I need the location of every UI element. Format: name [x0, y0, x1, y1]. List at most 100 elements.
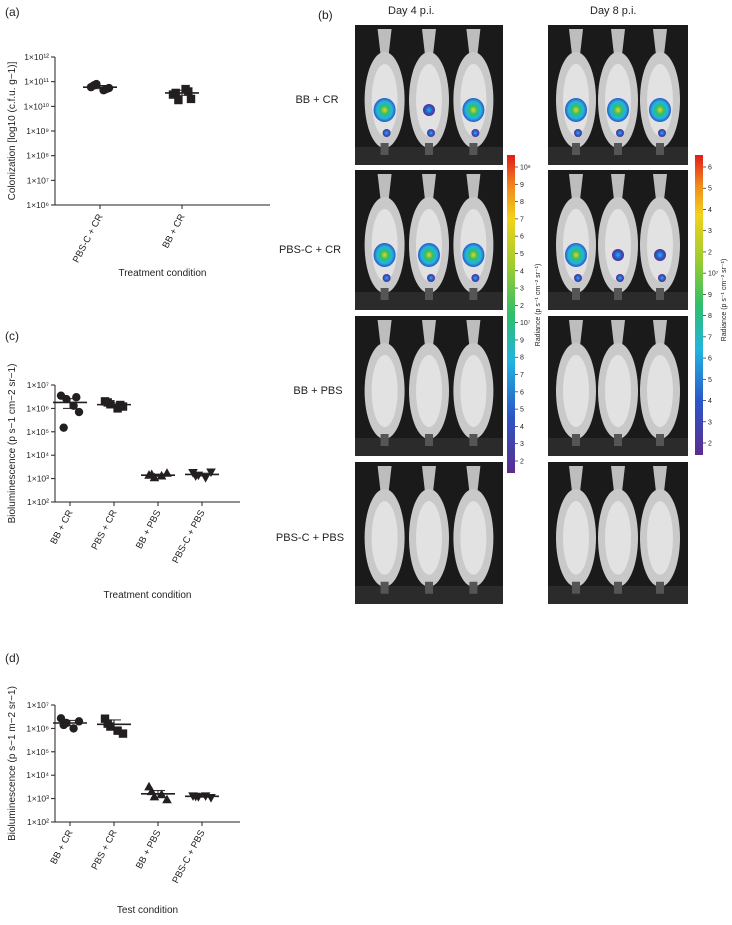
chart-a: 1×10⁶ 1×10⁷ 1×10⁸ 1×10⁹ 1×10¹⁰ 1×10¹¹ 1×10¹² Co…: [7, 52, 270, 279]
bioluminescence-signal: [649, 98, 671, 122]
mouse-tail: [614, 143, 622, 155]
data-point: [69, 401, 78, 410]
colorbar-tick-label: 6: [520, 389, 524, 396]
data-point: [174, 95, 183, 105]
imaging-panel: [355, 170, 503, 310]
colorbar-tick-label: 3: [520, 441, 524, 448]
mouse-head: [653, 320, 667, 346]
mouse-tail: [656, 581, 664, 594]
mouse-tail: [656, 143, 664, 155]
bioluminescence-signal: [382, 129, 391, 137]
y-tick-label: 1×10⁷: [27, 175, 49, 185]
row-label-bb-pbs: BB + PBS: [293, 385, 342, 397]
mouse-tail: [572, 143, 580, 155]
column-title-day8: Day 8 p.i.: [590, 5, 636, 17]
column-title-day4: Day 4 p.i.: [388, 5, 434, 17]
mouse-tail: [656, 434, 664, 446]
mouse-belly: [605, 501, 631, 575]
bioluminescence-signal: [607, 98, 629, 122]
mouse-belly: [460, 355, 487, 427]
mouse-head: [611, 174, 625, 200]
colorbar-tick-label: 2: [708, 441, 712, 448]
imaging-stage: [355, 438, 503, 456]
mouse-tail: [572, 434, 580, 446]
mouse-head: [422, 29, 436, 55]
panel-label-a: (a): [5, 5, 20, 19]
mouse-belly: [647, 209, 673, 281]
y-tick-label: 1×10³: [27, 794, 49, 804]
mouse-tail: [380, 143, 389, 155]
mouse-tail: [614, 434, 622, 446]
x-axis-label: Test condition: [117, 905, 178, 916]
y-axis-label: Bioluminescence (p s−1 cm−2 sr−1): [7, 364, 18, 524]
y-axis-label: Colonization [log10 (c.f.u. g−1)]: [7, 61, 18, 200]
imaging-stage: [355, 147, 503, 165]
mouse-belly: [605, 209, 631, 281]
data-point: [72, 393, 81, 402]
x-tick-label: BB + CR: [48, 508, 75, 546]
bioluminescence-signal: [373, 243, 396, 267]
bioluminescence-signal: [574, 274, 582, 282]
mouse-tail: [572, 288, 580, 300]
x-tick-label: BB + PBS: [134, 508, 164, 551]
mouse-head: [653, 29, 667, 55]
mouse-tail: [469, 434, 478, 446]
mouse-tail: [380, 581, 389, 594]
imaging-stage: [548, 292, 688, 310]
colorbar-tick-label: 9: [708, 292, 712, 299]
colorbar-tick-label: 3: [520, 286, 524, 293]
colorbar-tick-label: 8: [520, 199, 524, 206]
panel-label-c: (c): [5, 329, 19, 343]
colorbar-tick-label: 7: [520, 372, 524, 379]
chart-d: 1×10² 1×10³ 1×10⁴ 1×10⁵ 1×10⁶ 1×10⁷ Biolumines…: [7, 686, 240, 916]
bioluminescence-signal: [658, 274, 666, 282]
x-axis-label: Treatment condition: [118, 268, 206, 279]
x-tick-label: PBS + CR: [89, 828, 119, 872]
mouse-tail: [469, 288, 478, 300]
mouse-tail: [425, 434, 433, 446]
colorbar-tick-label: 6: [708, 165, 712, 172]
mouse-tail: [614, 581, 622, 594]
imaging-stage: [548, 586, 688, 604]
bioluminescence-signal: [427, 129, 435, 137]
colorbar-tick-label: 4: [520, 424, 524, 431]
mouse-tail: [614, 288, 622, 300]
x-tick-label: PBS-C + PBS: [170, 508, 207, 565]
y-tick-label: 1×10²: [27, 497, 49, 507]
mouse-head: [466, 29, 481, 55]
mouse-tail: [380, 434, 389, 446]
colorbar-tick-label: 10⁸: [520, 165, 531, 172]
mouse-belly: [416, 501, 442, 575]
mouse-belly: [460, 501, 487, 575]
colorbar-tick-label: 5: [520, 407, 524, 414]
data-point: [162, 794, 172, 804]
imaging-panel: [548, 25, 688, 165]
row-label-pbsc-pbs: PBS-C + PBS: [276, 532, 344, 544]
mouse-head: [611, 466, 625, 492]
panel-label-b: (b): [318, 8, 333, 22]
y-tick-label: 1×10⁶: [26, 200, 49, 210]
colorbar-tick-label: 3: [708, 419, 712, 426]
mouse-head: [653, 174, 667, 200]
y-tick-label: 1×10¹²: [24, 52, 49, 62]
mouse-tail: [656, 288, 664, 300]
panel-label-d: (d): [5, 651, 20, 665]
bioluminescence-signal: [471, 129, 480, 137]
mouse-belly: [605, 355, 631, 427]
bioluminescence-signal: [418, 243, 440, 267]
mouse-head: [653, 466, 667, 492]
mouse-belly: [563, 501, 589, 575]
bioluminescence-signal: [471, 274, 480, 282]
mouse-tail: [425, 288, 433, 300]
colorbar-tick-label: 9: [520, 337, 524, 344]
y-axis-label: Bioluminescence (p s−1 m−2 sr−1): [7, 686, 18, 841]
colorbar-tick-label: 2: [708, 249, 712, 256]
x-tick-label: PBS-C + PBS: [170, 828, 207, 885]
colorbar-left-title: Radiance (p s⁻¹ cm⁻² sr⁻¹): [535, 264, 542, 347]
bioluminescence-signal: [462, 98, 485, 122]
colorbar-right-title: Radiance (p s⁻¹ cm⁻² sr⁻¹): [721, 259, 728, 342]
y-tick-label: 1×10⁴: [26, 770, 49, 780]
data-point: [103, 398, 112, 407]
y-tick-label: 1×10²: [27, 817, 49, 827]
mouse-tail: [469, 143, 478, 155]
